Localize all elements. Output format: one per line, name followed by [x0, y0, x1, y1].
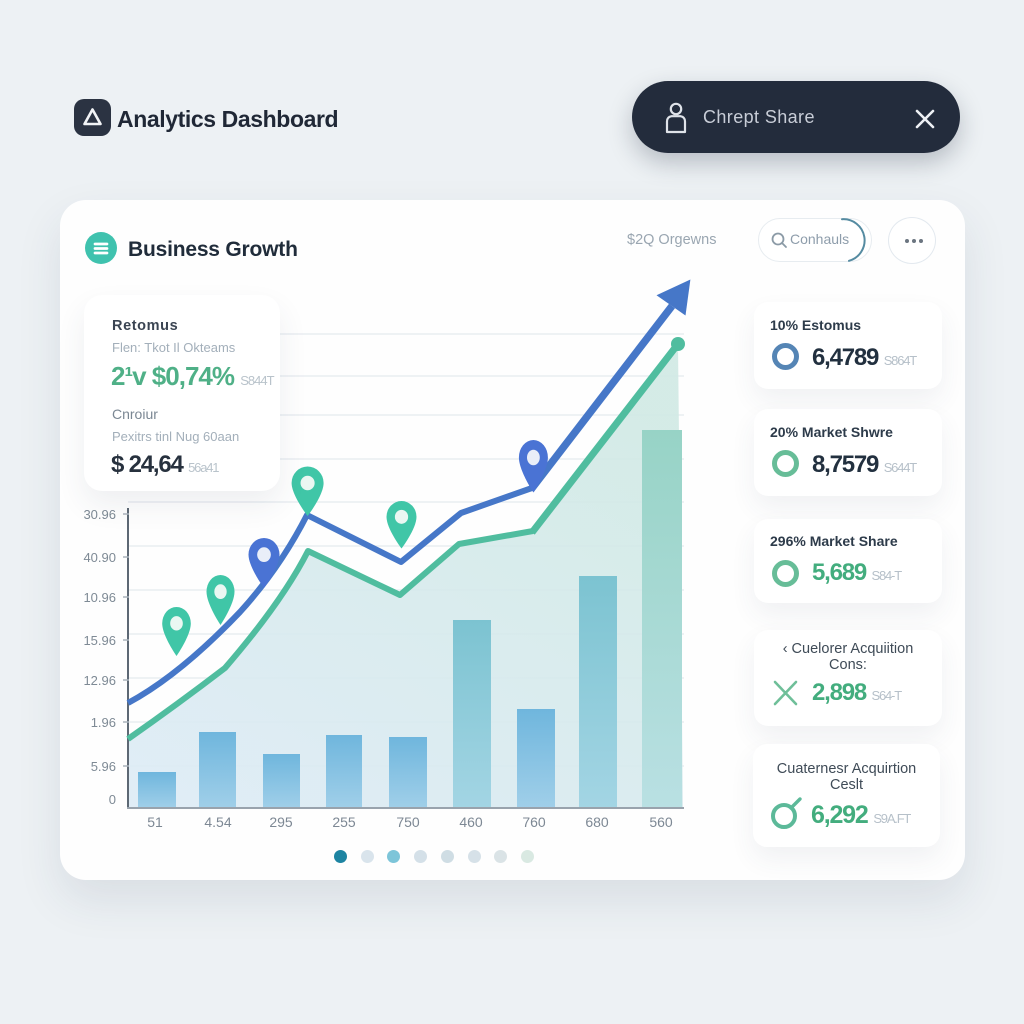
- svg-text:1.96: 1.96: [91, 715, 116, 730]
- svg-text:295: 295: [269, 814, 293, 830]
- svg-text:12.96: 12.96: [83, 673, 116, 688]
- svg-text:0: 0: [109, 792, 116, 807]
- svg-text:30.96: 30.96: [83, 507, 116, 522]
- svg-text:5.96: 5.96: [91, 759, 116, 774]
- svg-text:15.96: 15.96: [83, 633, 116, 648]
- svg-text:4.54: 4.54: [204, 814, 231, 830]
- svg-text:460: 460: [459, 814, 483, 830]
- svg-text:40.90: 40.90: [83, 550, 116, 565]
- svg-text:255: 255: [332, 814, 356, 830]
- svg-text:760: 760: [522, 814, 546, 830]
- svg-text:560: 560: [649, 814, 673, 830]
- svg-text:680: 680: [585, 814, 609, 830]
- svg-text:10.96: 10.96: [83, 590, 116, 605]
- svg-text:750: 750: [396, 814, 420, 830]
- svg-text:51: 51: [147, 814, 163, 830]
